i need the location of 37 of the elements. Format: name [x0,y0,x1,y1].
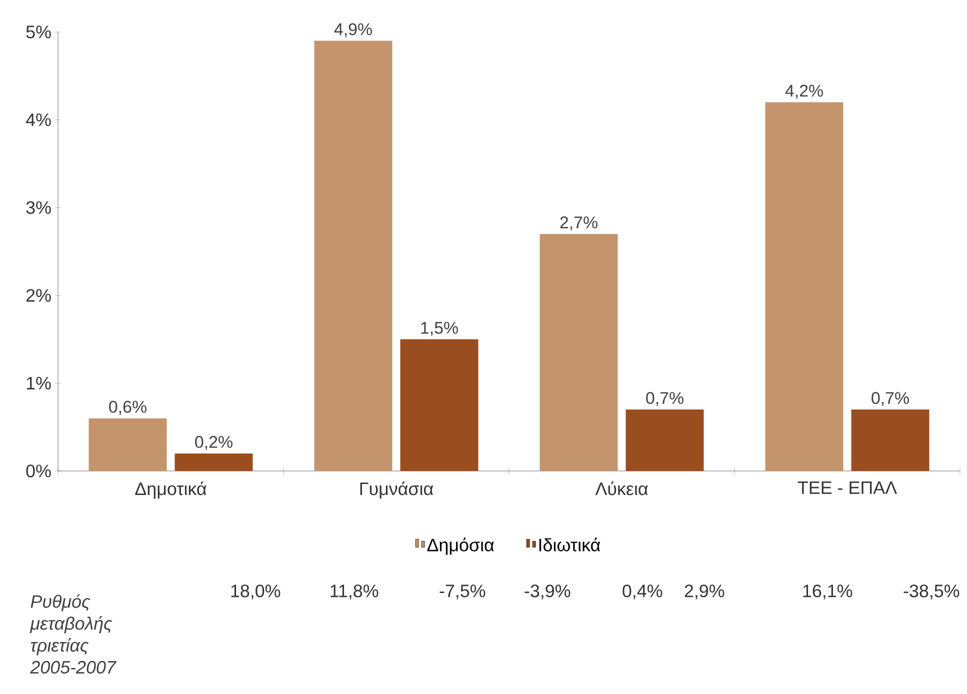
y-tick-label: 3% [26,201,51,214]
text: 16,1% [803,584,852,600]
text: -38,5% [904,584,960,600]
text: 18,0% [231,584,280,600]
bar [626,410,704,471]
y-tick-label: 2% [26,289,51,302]
data-label: 0,7% [872,392,909,406]
text: -7,5% [440,584,486,600]
data-label: 1,5% [421,322,458,336]
bar [851,410,930,471]
y-tick-label: 0% [26,464,51,478]
bar [314,40,392,471]
y-tick-label: 5% [26,26,51,38]
text: 11,8% [330,584,378,600]
bar [400,339,478,471]
bar [88,418,167,471]
bar [765,102,844,471]
text: 2,9% [684,584,724,600]
data-label: 4,9% [334,23,372,38]
y-tick-label: 1% [26,376,51,390]
legend-label: Δημόσια [427,538,494,555]
data-label: 2,7% [560,216,598,230]
data-label: 0,6% [109,400,146,415]
x-tick-label: Δημοτικά [135,482,206,499]
x-tick-label: ΤΕΕ - ΕΠΑΛ [798,482,897,494]
data-label: 4,2% [785,84,823,99]
legend-label: Ιδιωτικά [539,538,600,552]
x-tick-label: Λύκεια [595,482,648,496]
text: 0,4% [622,584,662,600]
bar [174,453,253,471]
bar [540,234,618,471]
text: Ρυθμός μεταβολής τριετίας 2005-2007 [30,594,116,674]
y-tick-label: 4% [26,114,51,126]
text: -3,9% [524,584,570,600]
data-label: 0,7% [646,392,684,406]
x-tick-label: Γυμνάσια [360,482,434,498]
data-label: 0,2% [195,436,232,450]
